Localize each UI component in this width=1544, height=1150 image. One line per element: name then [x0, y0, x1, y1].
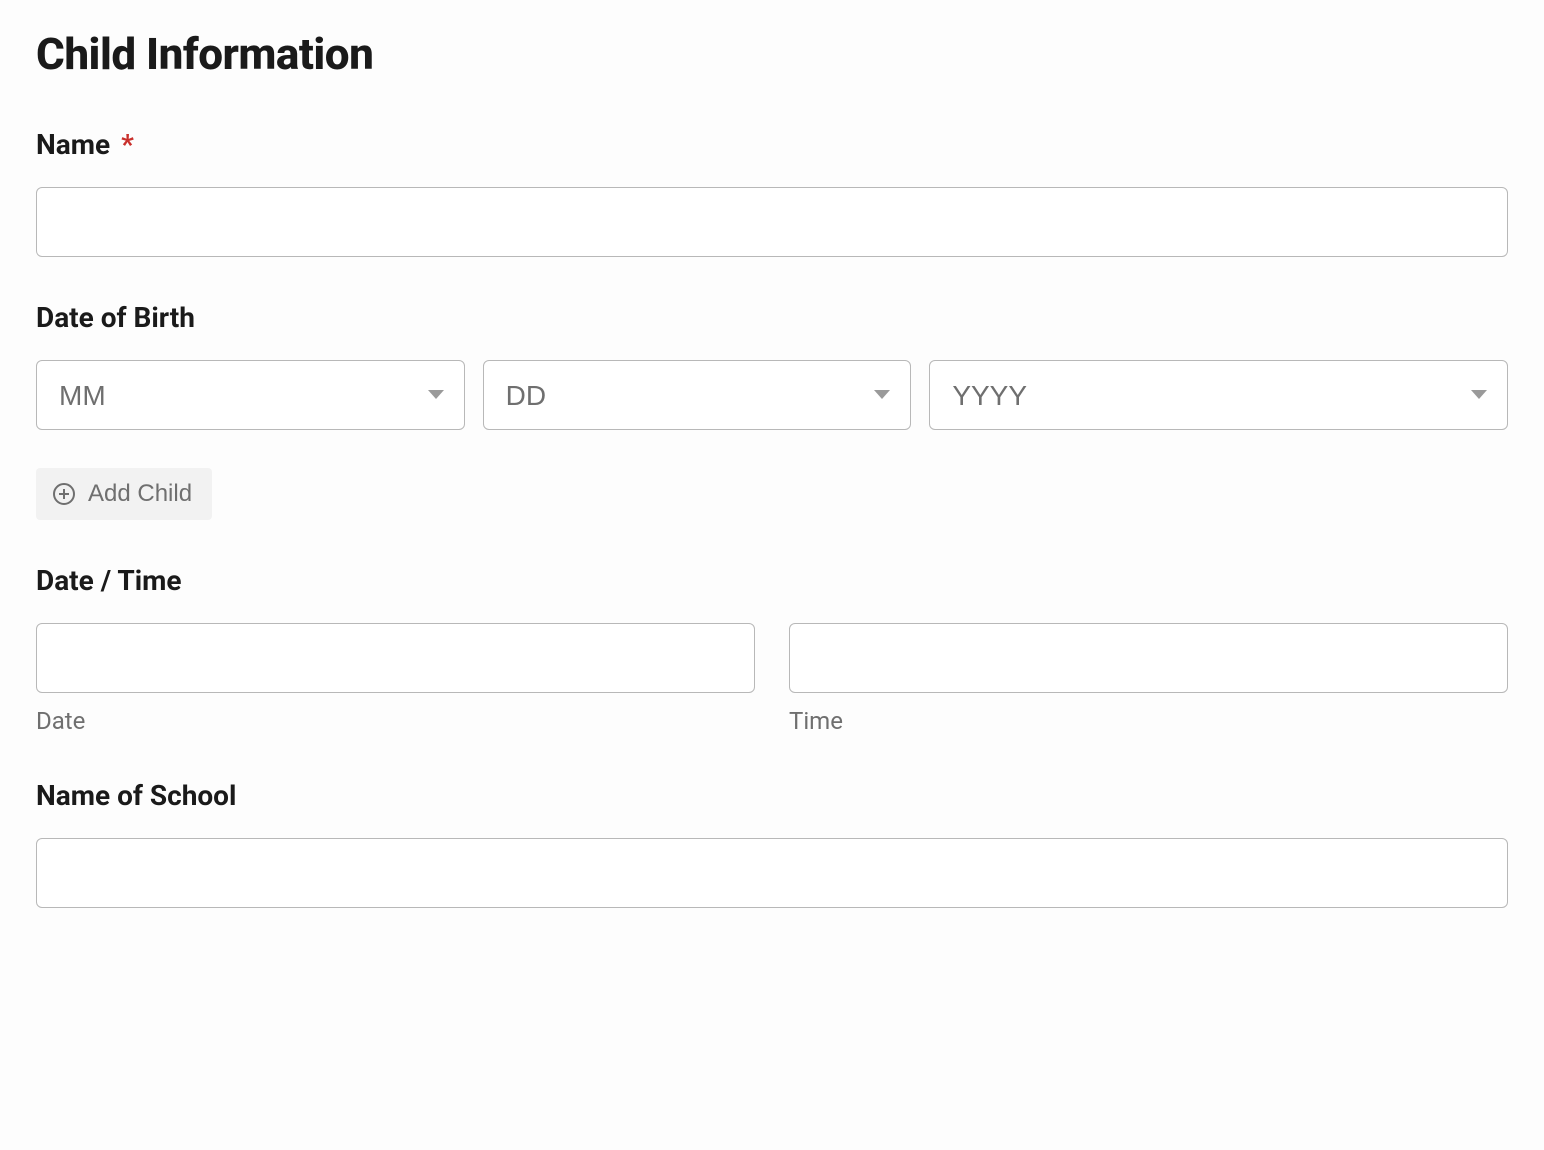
add-child-button[interactable]: Add Child [36, 468, 212, 520]
time-input[interactable] [789, 623, 1508, 693]
date-col: Date [36, 623, 755, 735]
dob-year-wrap: YYYY [929, 360, 1508, 430]
name-label-text: Name [36, 128, 110, 161]
dob-label: Date of Birth [36, 301, 1508, 334]
dob-month-wrap: MM [36, 360, 465, 430]
plus-circle-icon [52, 482, 76, 506]
dob-day-wrap: DD [483, 360, 912, 430]
dob-row: MM DD YYYY [36, 360, 1508, 430]
time-sublabel: Time [789, 707, 1508, 735]
form-container: Child Information Name * Date of Birth M… [0, 0, 1544, 992]
dob-day-select[interactable]: DD [483, 360, 912, 430]
school-input[interactable] [36, 838, 1508, 908]
date-input[interactable] [36, 623, 755, 693]
datetime-label: Date / Time [36, 564, 1508, 597]
field-dob: Date of Birth MM DD YYYY [36, 301, 1508, 430]
date-sublabel: Date [36, 707, 755, 735]
dob-year-select[interactable]: YYYY [929, 360, 1508, 430]
school-label: Name of School [36, 779, 1508, 812]
time-col: Time [789, 623, 1508, 735]
required-star: * [121, 128, 134, 161]
field-datetime: Date / Time Date Time [36, 564, 1508, 735]
name-input[interactable] [36, 187, 1508, 257]
page-title: Child Information [36, 28, 1508, 80]
datetime-row: Date Time [36, 623, 1508, 735]
add-child-label: Add Child [88, 480, 192, 508]
name-label: Name * [36, 128, 1508, 161]
field-school: Name of School [36, 779, 1508, 908]
field-name: Name * [36, 128, 1508, 257]
dob-month-select[interactable]: MM [36, 360, 465, 430]
